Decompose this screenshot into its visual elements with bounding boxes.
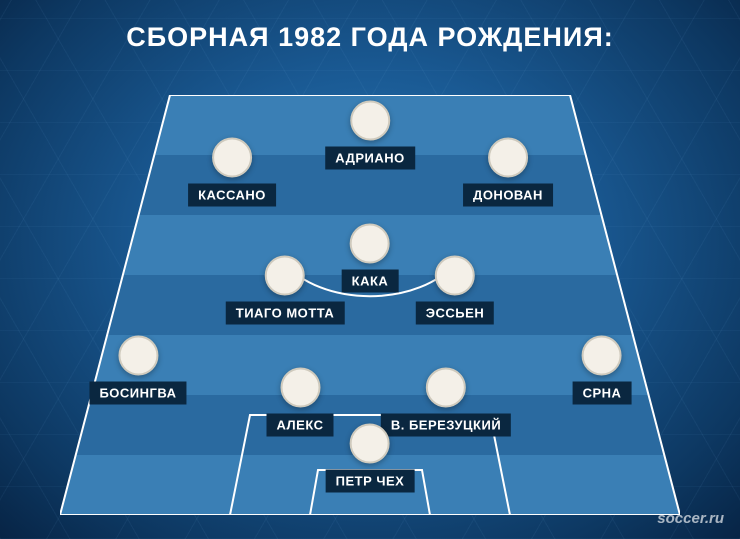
- player-dot-icon: [350, 424, 390, 464]
- player-def-rightback: СРНА: [573, 336, 632, 405]
- player-label: ПЕТР ЧЕХ: [326, 470, 415, 493]
- player-def-cb-left: АЛЕКС: [267, 368, 334, 437]
- player-label: АЛЕКС: [267, 414, 334, 437]
- player-label: ДОНОВАН: [463, 184, 553, 207]
- player-dot-icon: [582, 336, 622, 376]
- player-dot-icon: [265, 256, 305, 296]
- player-forward-center: АДРИАНО: [325, 101, 415, 170]
- player-label: ТИАГО МОТТА: [226, 302, 345, 325]
- player-dot-icon: [212, 138, 252, 178]
- player-label: БОСИНГВА: [89, 382, 186, 405]
- page-title: СБОРНАЯ 1982 ГОДА РОЖДЕНИЯ:: [0, 22, 740, 53]
- player-mid-right: ЭССЬЕН: [416, 256, 494, 325]
- watermark: soccer.ru: [657, 510, 724, 527]
- player-label: КАССАНО: [188, 184, 276, 207]
- player-dot-icon: [350, 224, 390, 264]
- player-dot-icon: [435, 256, 475, 296]
- player-label: АДРИАНО: [325, 147, 415, 170]
- watermark-text: soccer.ru: [657, 510, 724, 527]
- player-dot-icon: [350, 101, 390, 141]
- player-mid-left: ТИАГО МОТТА: [226, 256, 345, 325]
- title-text: СБОРНАЯ 1982 ГОДА РОЖДЕНИЯ:: [126, 22, 613, 52]
- player-dot-icon: [426, 368, 466, 408]
- player-mid-center: КАКА: [342, 224, 399, 293]
- player-def-leftback: БОСИНГВА: [89, 336, 186, 405]
- player-goalkeeper: ПЕТР ЧЕХ: [326, 424, 415, 493]
- player-dot-icon: [280, 368, 320, 408]
- player-label: КАКА: [342, 270, 399, 293]
- player-forward-right: ДОНОВАН: [463, 138, 553, 207]
- player-dot-icon: [488, 138, 528, 178]
- player-label: ЭССЬЕН: [416, 302, 494, 325]
- player-forward-left: КАССАНО: [188, 138, 276, 207]
- player-dot-icon: [118, 336, 158, 376]
- player-label: СРНА: [573, 382, 632, 405]
